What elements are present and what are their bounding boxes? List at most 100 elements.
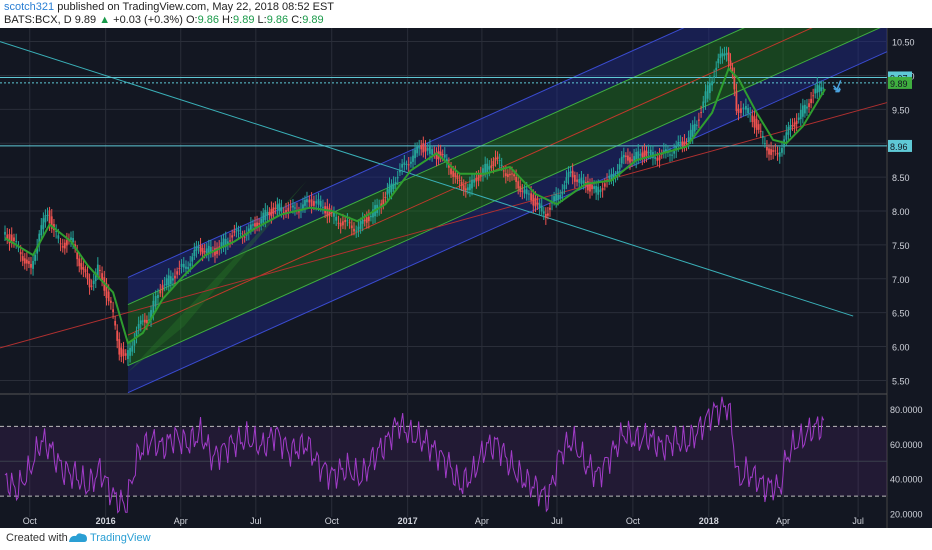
- candle-body: [601, 187, 604, 191]
- candle-body: [662, 150, 665, 152]
- candle-body: [422, 143, 425, 153]
- candle-body: [133, 340, 136, 346]
- candle-body: [571, 170, 574, 178]
- candle-body: [559, 194, 562, 198]
- candle-body: [146, 319, 148, 323]
- candle-body: [504, 173, 507, 177]
- candle-body: [482, 168, 484, 175]
- candle-body: [822, 87, 825, 89]
- red-trendline[interactable]: [0, 102, 888, 349]
- candle-body: [357, 226, 360, 231]
- price-label-badge: [888, 76, 912, 89]
- candle-body: [185, 266, 187, 269]
- candle-body: [466, 187, 469, 191]
- candle-body: [458, 179, 461, 182]
- candle-body: [484, 163, 487, 174]
- x-tick-label: 2018: [699, 516, 719, 526]
- candle-body: [50, 216, 53, 229]
- teal-trendline[interactable]: [0, 41, 854, 317]
- candle-body: [235, 229, 238, 231]
- candle-body: [435, 152, 438, 160]
- candle-body: [165, 278, 168, 286]
- candle-body: [141, 320, 144, 322]
- price-tick-label: 6.00: [892, 343, 910, 353]
- candle-body: [220, 242, 223, 247]
- candle-body: [532, 194, 535, 206]
- candle-body: [193, 249, 196, 257]
- low-value: 9.86: [266, 14, 289, 26]
- candle-body: [795, 120, 798, 125]
- candle-body: [477, 175, 480, 181]
- candle-body: [715, 67, 718, 71]
- candle-body: [649, 149, 652, 156]
- tradingview-brand[interactable]: TradingView: [90, 532, 151, 544]
- candle-body: [191, 256, 194, 262]
- candle-body: [92, 280, 95, 285]
- candle-body: [247, 228, 250, 233]
- candle-body: [304, 200, 306, 206]
- candle-body: [496, 156, 499, 159]
- candle-body: [401, 164, 404, 168]
- candle-body: [222, 238, 225, 248]
- high-label: H:: [222, 14, 234, 26]
- candle-body: [122, 349, 125, 356]
- lower-blue-band: [127, 28, 887, 393]
- candle-body: [557, 194, 560, 200]
- candle-body: [441, 153, 444, 155]
- candle-body: [262, 212, 265, 223]
- candle-body: [19, 252, 22, 255]
- candle-body: [390, 183, 393, 192]
- candle-body: [249, 224, 252, 230]
- candle-body: [622, 154, 625, 158]
- candle-body: [500, 164, 503, 166]
- candle-body: [595, 185, 598, 193]
- candle-body: [274, 207, 277, 209]
- chart-canvas[interactable]: 10.5010.009.509.008.508.007.507.006.506.…: [0, 28, 932, 528]
- price-tick-label: 7.00: [892, 275, 910, 285]
- candle-body: [350, 225, 353, 229]
- candle-body: [683, 141, 686, 148]
- candle-body: [733, 73, 736, 90]
- candle-body: [573, 175, 576, 182]
- candle-body: [791, 125, 794, 127]
- candle-body: [8, 234, 11, 244]
- candle-body: [631, 159, 633, 161]
- candle-body: [174, 275, 176, 279]
- candle-body: [278, 203, 281, 211]
- candle-body: [59, 243, 62, 245]
- candle-body: [675, 145, 678, 151]
- candle-body: [565, 177, 568, 184]
- candle-body: [757, 124, 760, 130]
- candle-body: [506, 174, 509, 178]
- candle-body: [237, 229, 240, 232]
- candle-body: [416, 146, 419, 154]
- candle-body: [515, 176, 518, 182]
- candle-body: [488, 166, 491, 170]
- candle-body: [793, 122, 796, 127]
- candle-body: [135, 330, 138, 338]
- candle-body: [195, 246, 198, 251]
- candle-body: [80, 263, 83, 270]
- drawn-wedge[interactable]: [127, 180, 307, 373]
- candle-body: [154, 296, 157, 307]
- candle-body: [178, 267, 181, 269]
- candle-body: [546, 213, 549, 216]
- candle-body: [287, 207, 290, 212]
- down-arrow-icon[interactable]: [832, 85, 841, 93]
- candle-body: [268, 211, 271, 216]
- candle-body: [569, 171, 572, 174]
- candle-body: [641, 152, 644, 158]
- candle-body: [328, 208, 331, 216]
- candle-body: [751, 115, 754, 123]
- candle-body: [70, 237, 72, 241]
- author-link[interactable]: scotch321: [4, 1, 55, 13]
- candle-body: [182, 263, 185, 268]
- candle-body: [256, 222, 258, 228]
- candle-body: [658, 155, 661, 161]
- candle-body: [814, 88, 817, 94]
- candle-body: [363, 219, 366, 222]
- candle-body: [109, 300, 112, 303]
- candle-body: [76, 252, 79, 260]
- candle-body: [214, 248, 216, 256]
- candle-body: [789, 125, 792, 130]
